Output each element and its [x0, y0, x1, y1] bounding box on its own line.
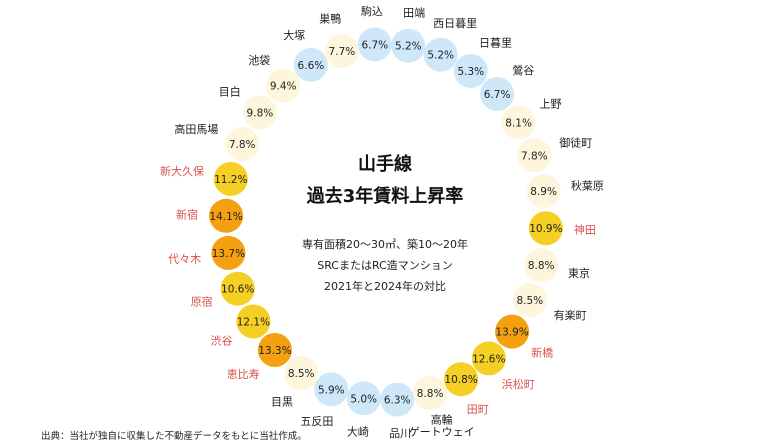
station-name-label: 品川: [389, 427, 411, 440]
station-bubble: [526, 174, 561, 209]
station-name-label: 高田馬場: [174, 122, 218, 136]
station-name-label: 日暮里: [479, 36, 512, 50]
station-bubble: [512, 283, 547, 317]
station-name-label: 大崎: [347, 425, 369, 439]
station-name-label: 上野: [540, 98, 562, 111]
station-value-label: 6.7%: [361, 39, 388, 51]
station-bubble: [517, 138, 552, 173]
station-name-label: 駒込: [361, 5, 383, 18]
station-bubble: [480, 77, 515, 111]
source-note: 出典：当社が独自に収集した不動産データをもとに当社作成。: [41, 431, 307, 442]
station-name-label: 田端: [403, 7, 425, 20]
chart-note-line-2: SRCまたはRC造マンション: [317, 259, 453, 272]
station-name-label: 神田: [574, 222, 596, 236]
station-value-label: 8.9%: [530, 186, 557, 198]
station-value-label: 8.8%: [417, 388, 444, 400]
station-bubble: [444, 362, 479, 397]
station-name-label: 五反田: [300, 415, 333, 428]
chart-note-line-1: 専有面積20～30㎡、築10～20年: [302, 238, 468, 251]
station-value-label: 5.2%: [395, 41, 422, 53]
station-bubble: [495, 314, 530, 349]
station-value-label: 5.9%: [318, 384, 345, 396]
station-value-label: 8.5%: [516, 295, 543, 307]
station-value-label: 12.1%: [237, 317, 270, 329]
station-value-label: 12.6%: [472, 353, 505, 365]
station-bubble: [357, 27, 392, 62]
station-value-label: 10.8%: [444, 374, 477, 386]
station-bubble: [209, 198, 244, 233]
station-value-label: 5.3%: [457, 66, 484, 78]
station-bubble: [225, 127, 260, 161]
station-name-label: 原宿: [191, 294, 213, 308]
station-name-label: 池袋: [248, 53, 270, 67]
station-value-label: 13.7%: [212, 248, 245, 260]
station-value-label: 10.6%: [221, 284, 254, 296]
station-bubble: [501, 105, 536, 140]
station-bubble: [257, 333, 292, 367]
station-name-label: 大塚: [283, 28, 305, 42]
station-bubble: [380, 382, 415, 417]
station-value-label: 8.5%: [288, 368, 315, 380]
station-value-label: 6.7%: [484, 89, 511, 101]
station-bubble: [266, 68, 301, 103]
station-value-label: 5.0%: [350, 393, 377, 405]
station-bubble: [391, 28, 426, 63]
station-name-label: 高輪ゲートウェイ: [409, 412, 475, 438]
station-value-label: 7.8%: [229, 139, 256, 151]
station-bubble: [324, 33, 359, 68]
station-value-label: 13.9%: [495, 327, 528, 339]
station-value-label: 11.2%: [214, 174, 247, 186]
station-bubble: [528, 211, 563, 246]
station-name-label: 田町: [467, 403, 489, 416]
station-value-label: 10.9%: [529, 223, 562, 235]
station-value-label: 9.4%: [270, 81, 297, 93]
station-bubble: [293, 47, 328, 82]
station-value-label: 7.7%: [329, 46, 356, 58]
station-bubble: [220, 271, 255, 306]
station-name-label: 御徒町: [559, 136, 592, 150]
station-name-label: 恵比寿: [227, 367, 260, 381]
station-name-label: 新大久保: [160, 164, 204, 178]
station-value-label: 9.8%: [247, 107, 274, 119]
station-name-label: 有楽町: [554, 308, 587, 322]
station-value-label: 6.3%: [384, 395, 411, 407]
station-bubble: [236, 304, 271, 339]
station-name-label: 秋葉原: [571, 178, 604, 192]
station-name-label: 目黒: [271, 395, 293, 408]
station-bubble: [211, 235, 246, 270]
station-bubble: [471, 341, 506, 376]
station-value-label: 6.6%: [298, 60, 325, 72]
station-bubble: [423, 37, 458, 72]
station-bubble: [314, 372, 349, 407]
station-value-label: 14.1%: [209, 211, 242, 223]
station-name-label: 東京: [568, 266, 590, 280]
station-name-label: 西日暮里: [433, 16, 477, 30]
station-bubble: [242, 95, 277, 130]
chart-note-line-3: 2021年と2024年の対比: [324, 280, 446, 293]
station-name-label: 新橋: [531, 345, 553, 359]
station-name-label: 巣鴨: [319, 12, 341, 26]
chart-title-line-2: 過去3年賃料上昇率: [306, 186, 464, 207]
station-bubble: [453, 54, 488, 88]
station-name-label: 鶯谷: [512, 63, 534, 77]
station-bubble: [213, 161, 248, 196]
station-name-label: 渋谷: [211, 334, 233, 347]
station-bubble: [413, 376, 448, 411]
station-name-label: 新宿: [176, 208, 198, 222]
station-value-label: 5.2%: [427, 50, 454, 62]
station-value-label: 7.8%: [521, 150, 548, 162]
station-name-label: 代々木: [168, 253, 201, 266]
station-value-label: 13.3%: [258, 345, 291, 357]
station-bubble: [524, 248, 559, 283]
station-name-label: 浜松町: [502, 377, 535, 391]
station-value-label: 8.8%: [528, 260, 555, 272]
chart-title-line-1: 山手線: [358, 154, 412, 175]
station-bubble: [346, 381, 381, 416]
station-value-label: 8.1%: [505, 118, 532, 130]
station-name-label: 目白: [219, 85, 241, 99]
station-bubble: [284, 356, 319, 390]
